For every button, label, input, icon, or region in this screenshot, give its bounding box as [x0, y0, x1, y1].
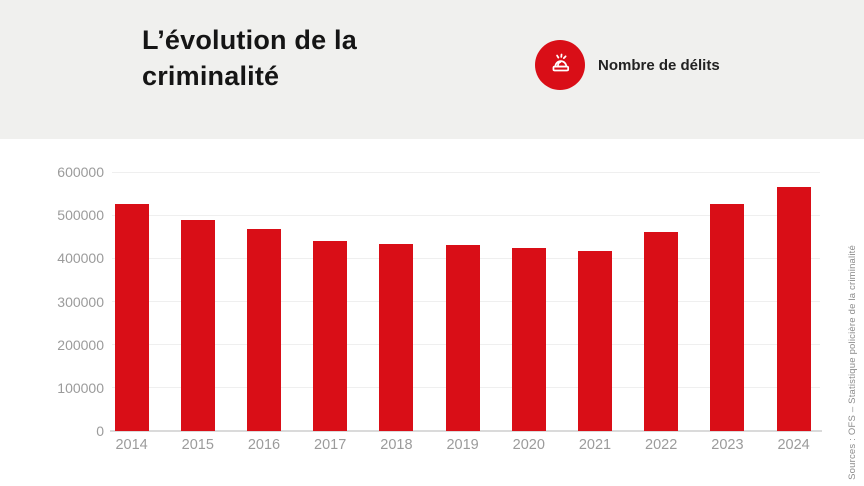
x-tick-label-2020: 2020	[512, 437, 545, 453]
plot-area	[110, 171, 822, 432]
bar-2017	[313, 240, 348, 431]
bar-2014	[114, 203, 149, 431]
x-tick-label-2022: 2022	[645, 437, 678, 453]
bar-2015	[180, 219, 215, 431]
gridline-500000	[112, 214, 820, 216]
siren-icon	[546, 49, 574, 82]
y-tick-label-500000: 500000	[57, 207, 104, 224]
x-axis-line	[110, 430, 822, 432]
y-tick-label-400000: 400000	[57, 250, 104, 267]
legend-badge	[535, 40, 585, 90]
y-tick-label-600000: 600000	[57, 164, 104, 180]
x-tick-label-2015: 2015	[181, 437, 214, 453]
legend-label: Nombre de délits	[598, 56, 720, 74]
legend: Nombre de délits	[535, 40, 720, 90]
bar-2021	[578, 251, 612, 431]
source-note: Sources : OFS – Statistique policière de…	[847, 245, 858, 480]
header-band: L’évolution de la criminalité	[0, 0, 864, 139]
bar-2023	[710, 204, 745, 431]
gridline-600000	[112, 171, 820, 173]
bar-2019	[445, 244, 480, 431]
x-tick-label-2016: 2016	[247, 437, 281, 453]
y-tick-label-100000: 100000	[57, 379, 104, 396]
x-tick-label-2023: 2023	[711, 437, 744, 453]
y-tick-label-300000: 300000	[57, 293, 104, 310]
bar-2016	[247, 229, 281, 431]
x-tick-label-2024: 2024	[777, 437, 810, 453]
bar-2024	[776, 186, 811, 431]
y-axis-labels: 0 100000 200000 300000 400000 500000 600000	[0, 164, 104, 439]
y-tick-label-0: 0	[96, 423, 104, 439]
x-tick-label-2019: 2019	[446, 437, 479, 453]
x-tick-label-2021: 2021	[578, 437, 612, 453]
page-title-line1: L’évolution de la	[142, 25, 357, 55]
y-tick-label-200000: 200000	[57, 336, 104, 353]
page-title: L’évolution de la criminalité	[142, 22, 357, 94]
x-tick-label-2018: 2018	[380, 437, 413, 453]
x-tick-label-2014: 2014	[115, 437, 148, 453]
bar-2022	[644, 232, 679, 431]
page-title-line2: criminalité	[142, 61, 280, 91]
bar-2020	[511, 247, 546, 431]
x-tick-label-2017: 2017	[314, 437, 347, 453]
bar-2018	[379, 243, 414, 431]
x-axis-labels: 2014 2015 2016 2017 2018 2019 2020 2021 2022 2023…	[112, 437, 820, 457]
